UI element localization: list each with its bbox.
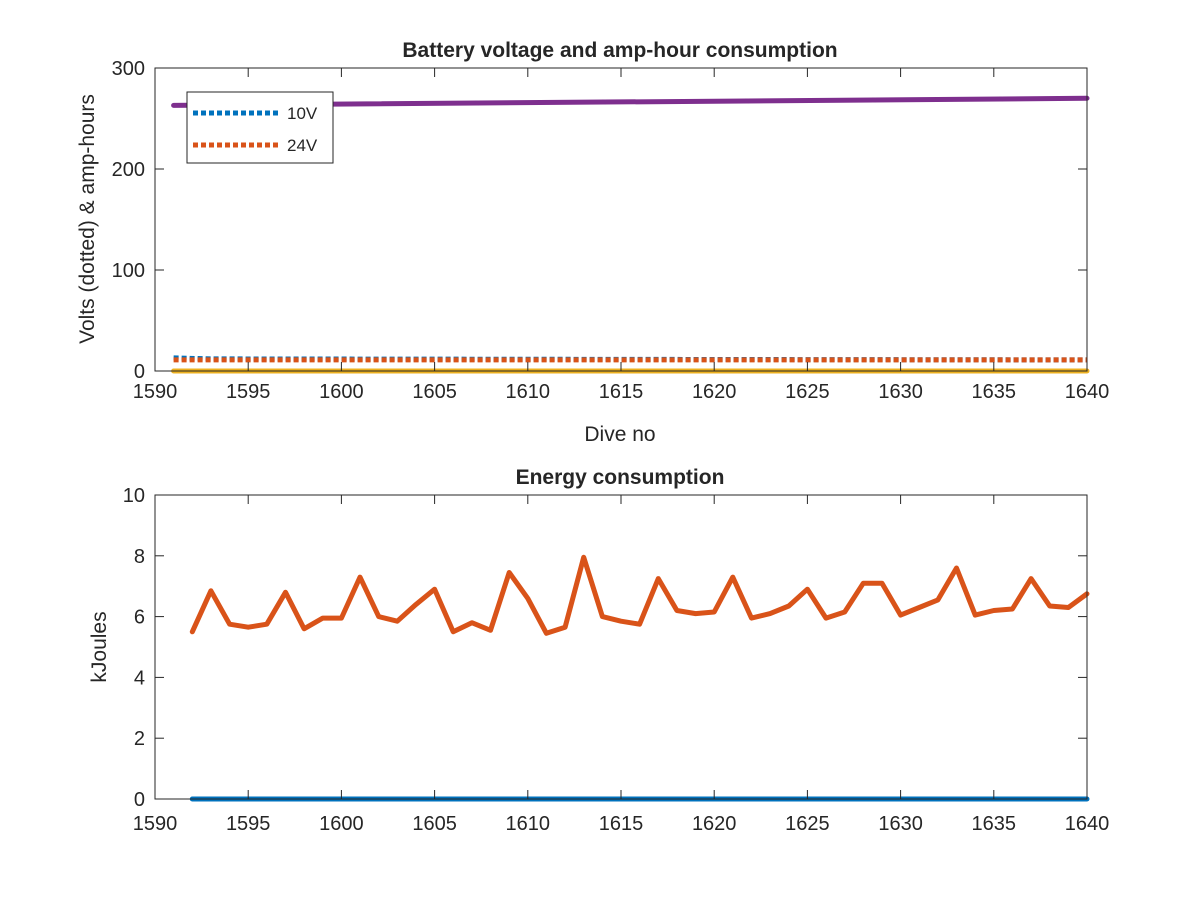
x-tick-label: 1605 xyxy=(412,813,457,835)
y-tick-label: 10 xyxy=(123,485,145,507)
y-tick-label: 0 xyxy=(134,361,145,383)
x-tick-label: 1610 xyxy=(506,381,551,403)
legend-label-24v: 24V xyxy=(287,136,318,155)
voltage-chart: Battery voltage and amp-hour consumption… xyxy=(76,39,1109,446)
x-tick-label: 1600 xyxy=(319,813,364,835)
y-tick-label: 0 xyxy=(134,789,145,811)
x-tick-label: 1620 xyxy=(692,381,737,403)
y-tick-label: 100 xyxy=(112,260,145,282)
x-tick-label: 1590 xyxy=(133,813,178,835)
voltage-y-axis-title: Volts (dotted) & amp-hours xyxy=(76,94,99,344)
x-tick-label: 1625 xyxy=(785,381,830,403)
y-tick-label: 300 xyxy=(112,58,145,80)
x-tick-label: 1640 xyxy=(1065,381,1110,403)
energy-x-ticks: 1590 1595 1600 1605 1610 1615 1620 1625 1630 1635… xyxy=(133,495,1110,835)
y-tick-label: 6 xyxy=(134,607,145,629)
voltage-x-axis-title: Dive no xyxy=(584,423,655,446)
voltage-x-ticks: 1590 1595 1600 1605 1610 1615 1620 1625 1630 1635… xyxy=(133,68,1110,403)
energy-plot-area xyxy=(155,495,1087,799)
legend: 10V 24V xyxy=(186,91,334,164)
x-tick-label: 1590 xyxy=(133,381,178,403)
x-tick-label: 1635 xyxy=(972,381,1017,403)
x-tick-label: 1630 xyxy=(878,381,923,403)
x-tick-label: 1635 xyxy=(972,813,1017,835)
x-tick-label: 1595 xyxy=(226,813,271,835)
energy-y-ticks: 0 2 4 6 8 10 xyxy=(123,485,1087,811)
x-tick-label: 1625 xyxy=(785,813,830,835)
energy-chart-title: Energy consumption xyxy=(516,466,725,489)
y-tick-label: 4 xyxy=(134,667,145,689)
energy-y-axis-title: kJoules xyxy=(88,611,111,682)
x-tick-label: 1615 xyxy=(599,813,644,835)
y-tick-label: 2 xyxy=(134,728,145,750)
x-tick-label: 1610 xyxy=(506,813,551,835)
x-tick-label: 1630 xyxy=(878,813,923,835)
x-tick-label: 1600 xyxy=(319,381,364,403)
x-tick-label: 1605 xyxy=(412,381,457,403)
x-tick-label: 1615 xyxy=(599,381,644,403)
x-tick-label: 1620 xyxy=(692,813,737,835)
legend-label-10v: 10V xyxy=(287,104,318,123)
energy-chart: Energy consumption 1590 1595 1600 1605 1610 1… xyxy=(88,466,1109,835)
legend-box xyxy=(186,91,334,164)
voltage-y-ticks: 0 100 200 300 xyxy=(112,58,1087,383)
x-tick-label: 1595 xyxy=(226,381,271,403)
x-tick-label: 1640 xyxy=(1065,813,1110,835)
y-tick-label: 200 xyxy=(112,159,145,181)
energy-series-line-1 xyxy=(189,554,1090,636)
voltage-chart-title: Battery voltage and amp-hour consumption xyxy=(402,39,837,62)
y-tick-label: 8 xyxy=(134,546,145,568)
